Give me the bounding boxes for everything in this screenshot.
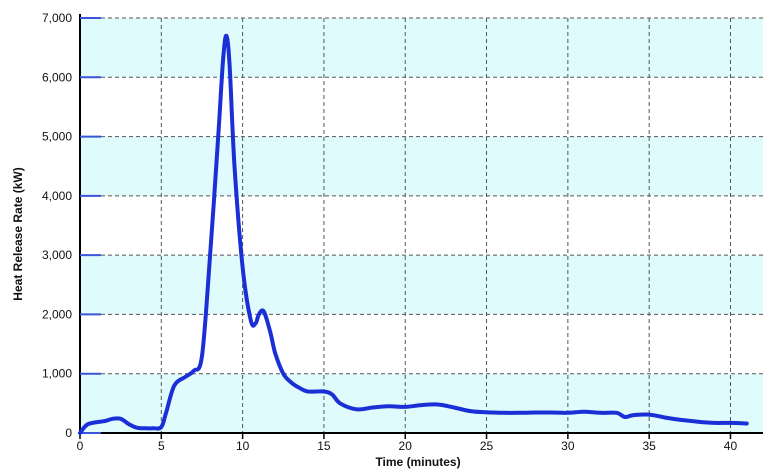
x-tick-labels: 0 5 10 15 20 25 30 35 40 [77, 439, 738, 453]
tick-marks [79, 17, 732, 439]
x-axis-title: Time (minutes) [375, 455, 460, 469]
y-tick-label: 1,000 [42, 367, 72, 381]
background-band [80, 77, 763, 137]
x-tick-label: 20 [399, 439, 413, 453]
grid-lines [80, 17, 763, 433]
y-tick-label: 3,000 [42, 248, 72, 262]
y-tick-label: 5,000 [42, 130, 72, 144]
y-tick-label: 0 [65, 426, 72, 440]
y-tick-labels: 0 1,000 2,000 3,000 4,000 5,000 6,000 7,000 [42, 11, 72, 440]
x-tick-label: 40 [724, 439, 738, 453]
series-line [78, 33, 749, 435]
x-tick-label: 0 [77, 439, 84, 453]
y-tick-label: 4,000 [42, 189, 72, 203]
x-tick-label: 10 [236, 439, 250, 453]
x-tick-label: 25 [480, 439, 494, 453]
y-tick-label: 6,000 [42, 70, 72, 84]
background-band [80, 314, 763, 374]
x-tick-label: 30 [561, 439, 575, 453]
background-band [80, 136, 763, 196]
y-axis-title: Heat Release Rate (kW) [11, 167, 25, 300]
background-band [80, 255, 763, 315]
y-tick-label: 7,000 [42, 11, 72, 25]
background-band [80, 195, 763, 256]
background-band [80, 18, 763, 78]
background-bands [80, 18, 763, 433]
x-tick-label: 15 [317, 439, 331, 453]
x-tick-label: 35 [642, 439, 656, 453]
x-tick-label: 5 [158, 439, 165, 453]
y-tick-label: 2,000 [42, 307, 72, 321]
